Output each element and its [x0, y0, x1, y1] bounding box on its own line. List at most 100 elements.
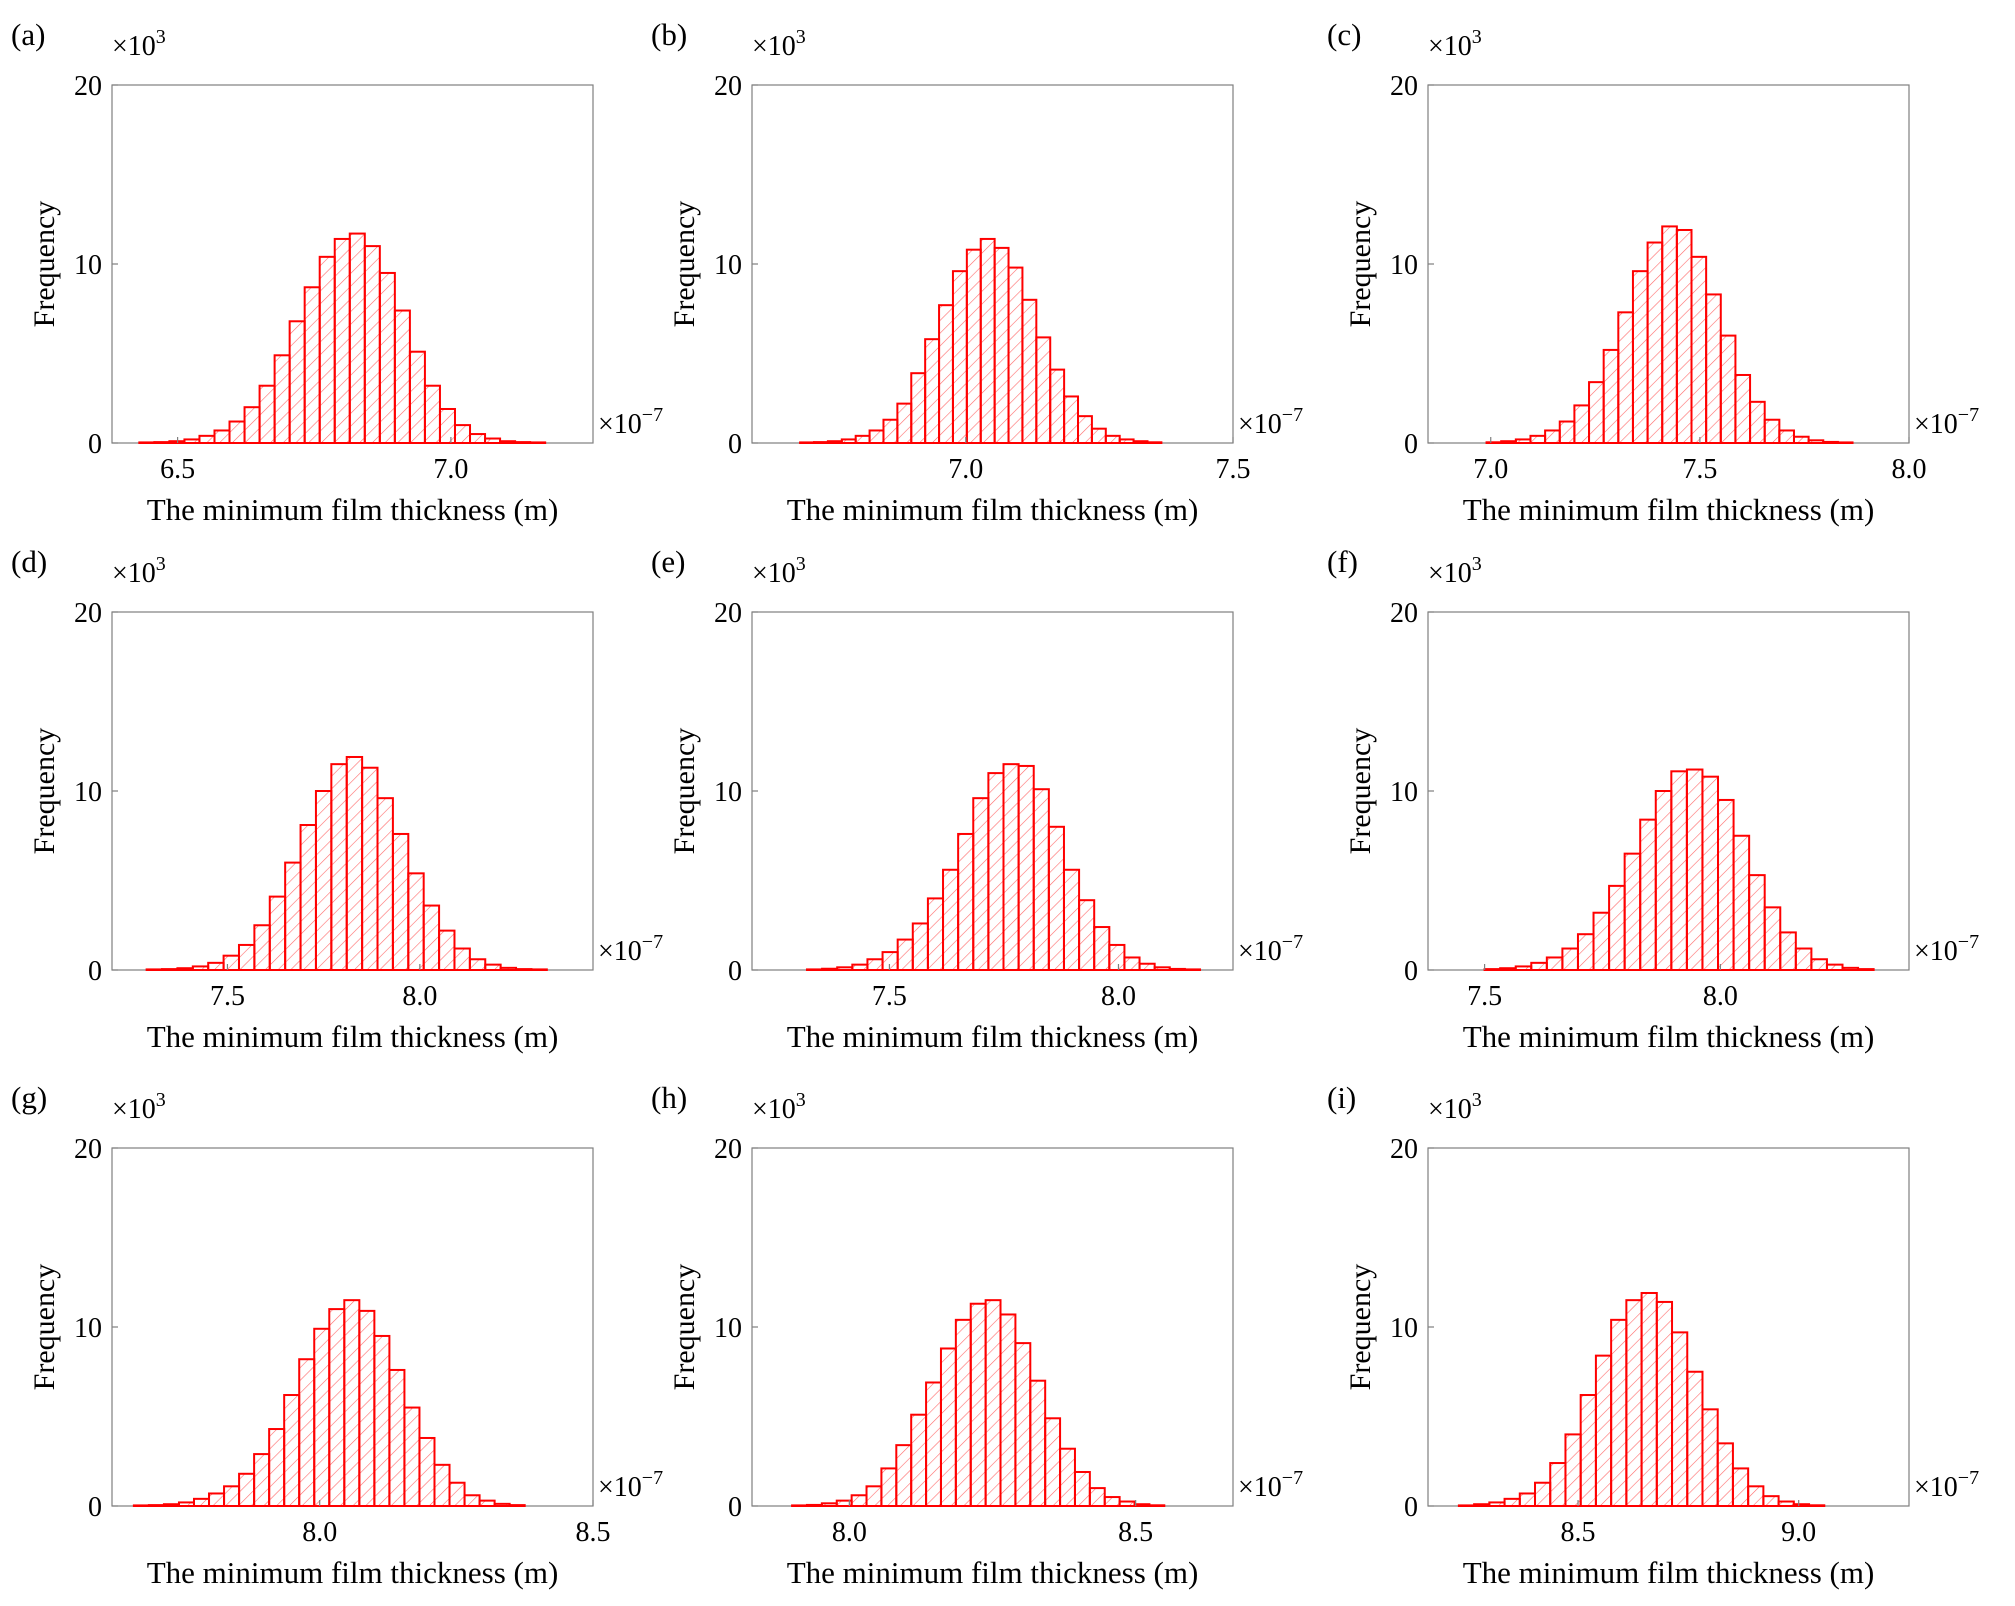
histogram-bar — [422, 904, 441, 971]
y-multiplier-exponent: 3 — [1472, 26, 1482, 48]
panel-label: (c) — [1327, 17, 1361, 52]
histogram-bar — [177, 1501, 195, 1508]
histogram-bar — [1485, 441, 1503, 444]
histogram-bar — [1719, 334, 1737, 445]
histogram-bar — [1701, 775, 1720, 971]
histogram-bar — [1047, 825, 1065, 971]
histogram-bar — [1044, 1417, 1062, 1508]
histogram-bar — [1749, 400, 1766, 444]
y-tick-label: 20 — [74, 598, 102, 629]
histogram-bar — [1762, 1495, 1780, 1508]
bars — [1485, 225, 1854, 445]
histogram-bar — [896, 938, 914, 972]
histogram-bar — [951, 270, 968, 444]
x-multiplier-base: ×10 — [598, 1472, 642, 1503]
histogram-bar — [314, 790, 333, 971]
histogram-bar — [1488, 1501, 1506, 1508]
x-tick-label: 7.5 — [1682, 454, 1717, 485]
y-multiplier-exponent: 3 — [156, 1089, 166, 1111]
histogram-bar — [993, 246, 1010, 444]
panel-label: (d) — [11, 544, 47, 579]
histogram-bar — [1029, 1379, 1047, 1507]
histogram-bar — [223, 1485, 241, 1508]
histogram-bar — [438, 929, 456, 971]
x-multiplier-exponent: −7 — [1958, 404, 1979, 426]
y-axis-label: Frequency — [28, 728, 61, 855]
histogram-bar — [1792, 1503, 1811, 1507]
panel-label: (f) — [1327, 544, 1358, 579]
histogram-bar — [1503, 1497, 1521, 1507]
histogram-bar — [1841, 966, 1860, 971]
histogram-bar — [448, 1481, 466, 1507]
x-tick-label: 7.0 — [1473, 454, 1508, 485]
x-tick-label: 7.0 — [433, 454, 468, 485]
histogram-bar — [1625, 1299, 1643, 1508]
histogram-bar — [478, 1499, 496, 1508]
y-multiplier-base: ×10 — [1428, 1094, 1472, 1125]
panel-label: (a) — [11, 17, 45, 52]
histogram-bar — [1732, 834, 1751, 971]
histogram-bar — [1705, 293, 1722, 444]
histogram-bar — [1623, 852, 1642, 972]
histogram-bar — [1808, 1504, 1826, 1508]
histogram-bar — [361, 766, 379, 971]
histogram-bar — [433, 1463, 451, 1507]
x-multiplier-base: ×10 — [1914, 409, 1958, 440]
y-multiplier-exponent: 3 — [1472, 553, 1482, 575]
histogram-bar — [854, 434, 871, 444]
x-multiplier-exponent: −7 — [642, 931, 663, 953]
x-multiplier-exponent: −7 — [642, 1467, 663, 1489]
histogram-bar — [1748, 874, 1766, 972]
histogram-bar — [299, 824, 317, 972]
histogram-bar — [979, 237, 996, 444]
y-tick-label: 10 — [714, 1313, 742, 1344]
histogram-bar — [208, 1492, 226, 1507]
y-tick-label: 20 — [714, 1134, 742, 1165]
histogram-bar — [866, 958, 884, 972]
histogram-bar — [1592, 911, 1611, 971]
y-tick-label: 0 — [1404, 429, 1418, 460]
histogram-bar — [1602, 348, 1620, 445]
histogram-bar — [407, 872, 425, 972]
histogram-bar — [999, 1313, 1017, 1507]
x-multiplier: ×10−7 — [1238, 931, 1303, 967]
histogram-bar — [1002, 763, 1020, 972]
y-multiplier-exponent: 3 — [1472, 1089, 1482, 1111]
x-multiplier-exponent: −7 — [1282, 931, 1303, 953]
histogram-bar — [1534, 1481, 1552, 1507]
y-tick-label: 0 — [1404, 1492, 1418, 1523]
x-multiplier-base: ×10 — [1238, 409, 1282, 440]
histogram-bar — [1549, 1462, 1567, 1508]
histogram-bar — [273, 354, 291, 445]
histogram-bar — [207, 961, 225, 972]
histogram-bar — [896, 402, 913, 444]
histogram-bar — [826, 440, 843, 444]
x-tick-label: 7.5 — [1467, 981, 1502, 1012]
histogram-bar — [358, 1309, 376, 1508]
panel-label: (e) — [651, 544, 685, 579]
y-multiplier: ×103 — [1428, 1089, 1482, 1125]
y-tick-label: 20 — [1390, 598, 1418, 629]
histogram-bar — [499, 440, 517, 444]
histogram-bar — [515, 968, 533, 971]
histogram-bar — [330, 763, 348, 972]
histogram-bar — [237, 943, 256, 972]
x-axis-label: The minimum film thickness (m) — [1463, 1019, 1875, 1054]
histogram-bar — [1078, 899, 1096, 971]
panel-label: (h) — [651, 1080, 687, 1115]
histogram-bar — [1655, 1300, 1674, 1507]
x-multiplier-exponent: −7 — [1958, 1467, 1979, 1489]
histogram-bar — [438, 407, 456, 444]
histogram-bar — [1118, 1500, 1136, 1508]
histogram-bar — [965, 248, 982, 444]
histogram-bar — [153, 441, 171, 445]
x-multiplier-base: ×10 — [1914, 936, 1958, 967]
histogram-bar — [1579, 1394, 1597, 1508]
histogram-bar — [303, 286, 321, 444]
y-axis-label: Frequency — [668, 201, 701, 328]
